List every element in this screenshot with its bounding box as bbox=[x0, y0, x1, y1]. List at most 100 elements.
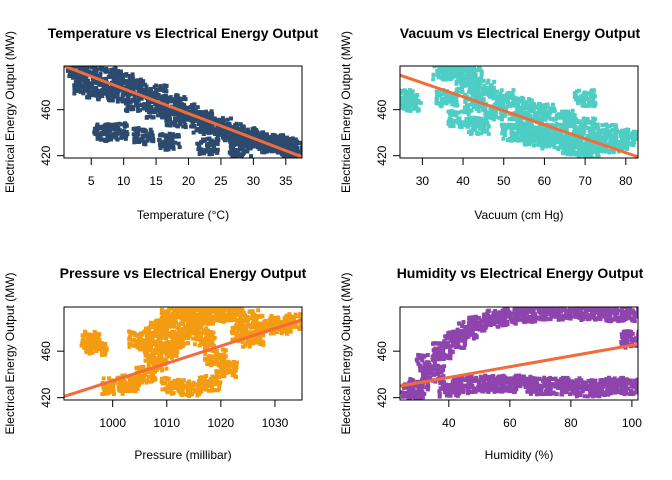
data-point bbox=[596, 147, 601, 152]
data-point bbox=[235, 125, 240, 130]
data-point bbox=[163, 357, 168, 362]
data-point bbox=[202, 382, 206, 387]
data-point bbox=[238, 152, 243, 157]
data-point bbox=[229, 138, 234, 143]
data-point bbox=[595, 125, 599, 130]
data-point bbox=[491, 96, 496, 101]
data-point bbox=[485, 80, 490, 85]
data-point bbox=[601, 128, 606, 133]
data-point bbox=[582, 123, 588, 129]
data-point bbox=[591, 93, 596, 98]
data-point bbox=[108, 71, 113, 76]
data-point bbox=[545, 130, 549, 135]
data-point bbox=[201, 110, 206, 115]
data-point bbox=[621, 131, 626, 136]
data-point bbox=[439, 92, 444, 97]
data-point bbox=[414, 99, 419, 104]
data-point bbox=[117, 121, 122, 126]
data-point bbox=[410, 89, 415, 94]
data-point bbox=[457, 89, 462, 94]
data-point bbox=[504, 107, 509, 112]
data-point bbox=[201, 120, 206, 125]
data-point bbox=[182, 103, 187, 108]
data-point bbox=[454, 99, 459, 104]
data-point bbox=[255, 143, 260, 148]
data-point bbox=[264, 327, 269, 332]
data-point bbox=[94, 126, 99, 131]
data-point bbox=[567, 134, 572, 139]
data-point bbox=[287, 141, 291, 146]
data-point bbox=[443, 74, 448, 79]
data-point bbox=[599, 145, 604, 150]
data-point bbox=[153, 107, 159, 113]
data-point bbox=[176, 134, 181, 139]
data-point bbox=[495, 98, 500, 103]
data-point bbox=[578, 152, 583, 157]
data-point bbox=[295, 139, 300, 144]
data-point bbox=[551, 102, 555, 107]
data-point bbox=[151, 321, 156, 326]
data-point bbox=[537, 127, 542, 132]
data-point bbox=[185, 389, 190, 394]
data-point bbox=[105, 93, 110, 98]
data-point bbox=[225, 370, 230, 374]
data-point bbox=[290, 143, 294, 148]
data-point bbox=[585, 142, 590, 147]
data-point bbox=[153, 91, 159, 97]
data-point bbox=[192, 102, 197, 107]
data-point bbox=[186, 322, 191, 327]
data-point bbox=[72, 88, 77, 93]
data-point bbox=[190, 120, 195, 125]
data-point bbox=[82, 80, 87, 85]
data-point bbox=[227, 314, 231, 319]
data-point bbox=[486, 86, 491, 91]
data-point bbox=[469, 76, 474, 81]
data-point bbox=[593, 146, 598, 151]
data-point bbox=[450, 109, 454, 114]
data-point bbox=[582, 116, 587, 121]
data-point bbox=[160, 144, 165, 149]
data-point bbox=[435, 95, 440, 100]
data-point bbox=[199, 312, 204, 316]
data-point bbox=[110, 80, 115, 85]
data-point bbox=[201, 312, 206, 317]
data-point bbox=[133, 385, 137, 390]
data-point bbox=[445, 62, 449, 66]
data-point bbox=[525, 119, 530, 124]
data-point bbox=[215, 388, 220, 393]
data-point bbox=[574, 96, 579, 101]
data-point bbox=[240, 308, 245, 313]
data-point bbox=[172, 349, 177, 354]
data-point bbox=[132, 343, 137, 348]
data-point bbox=[547, 131, 552, 136]
data-point bbox=[133, 93, 138, 98]
data-point bbox=[195, 318, 200, 323]
data-point bbox=[449, 111, 454, 116]
data-point bbox=[127, 74, 132, 78]
data-point bbox=[446, 72, 451, 77]
data-point bbox=[466, 103, 471, 108]
data-point bbox=[183, 315, 188, 320]
data-point bbox=[234, 121, 239, 126]
data-point bbox=[95, 88, 101, 94]
data-point bbox=[475, 120, 480, 125]
data-point bbox=[197, 145, 202, 150]
x-axis-label: Temperature (°C) bbox=[137, 208, 229, 222]
data-point bbox=[194, 326, 199, 331]
data-point bbox=[167, 131, 172, 136]
data-point bbox=[96, 97, 101, 102]
data-point bbox=[169, 348, 174, 353]
data-point bbox=[110, 122, 115, 127]
data-point bbox=[557, 134, 562, 139]
data-point bbox=[442, 77, 446, 82]
data-point bbox=[489, 83, 494, 88]
data-point bbox=[117, 385, 122, 390]
data-point bbox=[406, 89, 411, 94]
data-point bbox=[479, 69, 484, 74]
data-point bbox=[170, 120, 175, 125]
data-point bbox=[510, 117, 515, 122]
data-point bbox=[227, 366, 232, 371]
data-point bbox=[194, 337, 199, 342]
data-point bbox=[498, 92, 503, 97]
